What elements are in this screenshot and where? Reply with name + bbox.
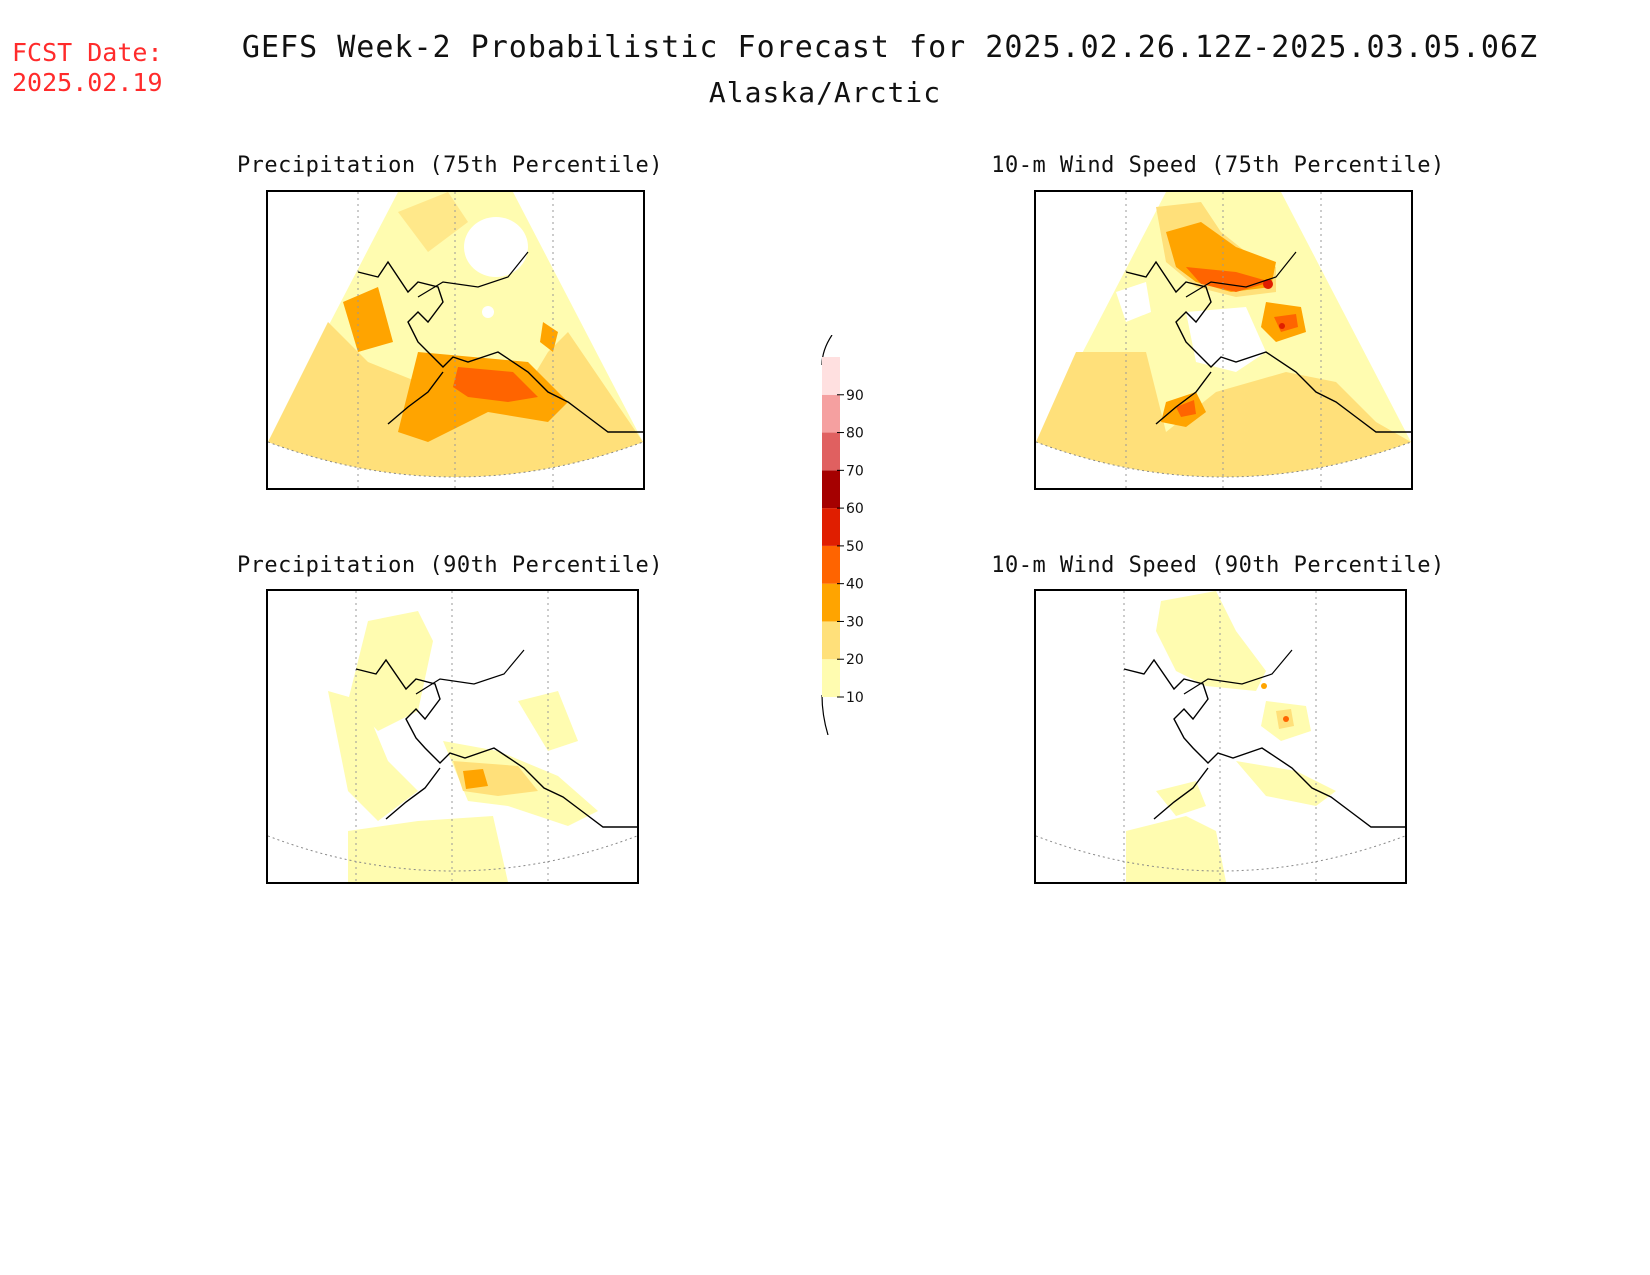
colorbar-label: 30: [846, 614, 864, 630]
colorbar-swatch: [822, 545, 840, 584]
colorbar-swatch: [822, 583, 840, 622]
panel-title-precip90: Precipitation (90th Percentile): [236, 553, 664, 578]
panel-title-wind90: 10-m Wind Speed (90th Percentile): [991, 553, 1445, 578]
colorbar-label: 20: [846, 652, 864, 668]
colorbar-label: 70: [846, 463, 864, 479]
colorbar-label: 60: [846, 501, 864, 517]
colorbar-label: 40: [846, 577, 864, 593]
colorbar-label: 90: [846, 388, 864, 404]
map-wind90: [1034, 589, 1407, 884]
map-precip75: [266, 190, 645, 490]
colorbar: 10 20 30 40 50 60 70 80 90: [821, 335, 864, 735]
colorbar-swatch: [822, 470, 840, 509]
colorbar-swatch: [822, 659, 840, 697]
panel-title-precip75: Precipitation (75th Percentile): [236, 153, 664, 178]
colorbar-label: 50: [846, 539, 864, 555]
colorbar-swatch: [822, 432, 840, 471]
colorbar-swatch: [822, 508, 840, 546]
colorbar-swatch: [822, 357, 840, 395]
colorbar-label: 80: [846, 426, 864, 442]
colorbar-label: 10: [846, 690, 864, 706]
page-title: GEFS Week-2 Probabilistic Forecast for 2…: [241, 30, 1539, 65]
colorbar-swatch: [822, 394, 840, 433]
map-wind75: [1034, 190, 1413, 490]
fcst-date-value: 2025.02.19: [12, 68, 163, 97]
map-precip90: [266, 589, 639, 884]
fcst-label: FCST Date:: [12, 38, 163, 67]
page-subtitle: Alaska/Arctic: [708, 76, 942, 109]
panel-title-wind75: 10-m Wind Speed (75th Percentile): [991, 153, 1445, 178]
colorbar-swatch: [822, 621, 840, 660]
forecast-date: FCST Date: 2025.02.19: [12, 38, 163, 98]
